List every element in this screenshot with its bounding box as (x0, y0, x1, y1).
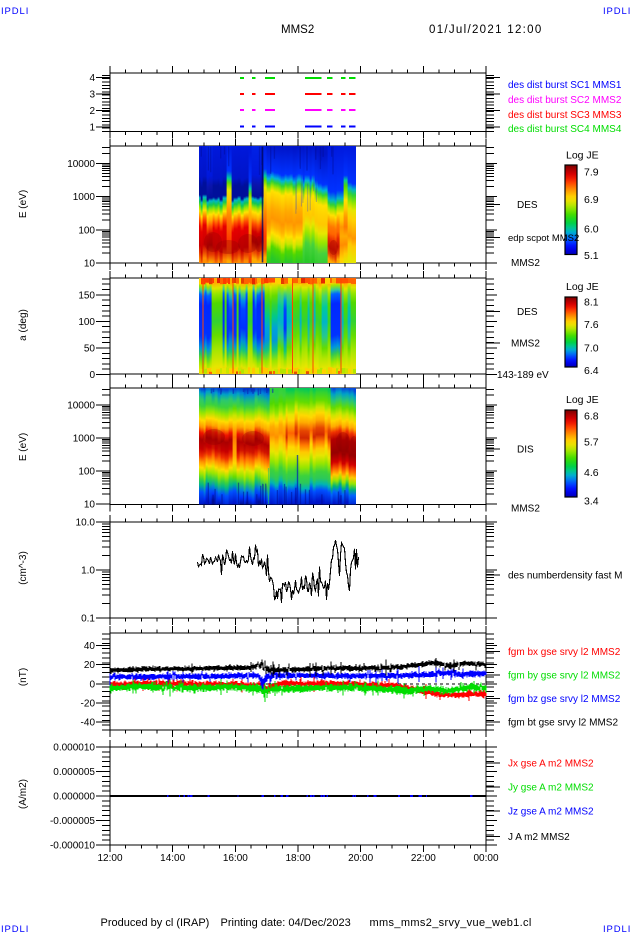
svg-text:10000: 10000 (67, 401, 95, 412)
svg-text:10: 10 (84, 259, 96, 270)
svg-text:(A/m2): (A/m2) (18, 779, 29, 809)
svg-text:7.6: 7.6 (584, 319, 599, 331)
svg-text:des dist burst SC4 MMS4: des dist burst SC4 MMS4 (508, 124, 622, 135)
svg-text:fgm bz gse srvy l2 MMS2: fgm bz gse srvy l2 MMS2 (508, 694, 621, 705)
svg-text:3.4: 3.4 (584, 496, 599, 508)
svg-text:40: 40 (84, 641, 96, 652)
svg-text:00:00: 00:00 (473, 853, 498, 864)
svg-text:IPDLI: IPDLI (603, 924, 630, 934)
svg-text:MMS2: MMS2 (511, 339, 540, 350)
svg-text:-20: -20 (81, 699, 96, 710)
svg-text:2: 2 (89, 106, 95, 117)
svg-text:Log JE: Log JE (566, 150, 599, 162)
svg-text:edp scpot MMS2: edp scpot MMS2 (508, 233, 579, 244)
svg-text:4: 4 (89, 73, 95, 84)
svg-text:Produced by cl (IRAP): Produced by cl (IRAP) (101, 917, 210, 929)
svg-text:6.9: 6.9 (584, 194, 599, 206)
svg-text:des dist burst SC3 MMS3: des dist burst SC3 MMS3 (508, 110, 622, 121)
svg-text:J A m2 MMS2: J A m2 MMS2 (508, 832, 570, 843)
svg-text:100: 100 (78, 225, 95, 236)
svg-text:8.1: 8.1 (584, 297, 599, 309)
svg-text:7.9: 7.9 (584, 167, 599, 179)
svg-text:20:00: 20:00 (348, 853, 373, 864)
svg-text:1: 1 (89, 123, 95, 134)
svg-text:1.0: 1.0 (81, 566, 95, 577)
svg-text:14:00: 14:00 (160, 853, 185, 864)
svg-text:100: 100 (78, 317, 95, 328)
svg-text:Log JE: Log JE (566, 394, 599, 406)
svg-text:des numberdensity fast M: des numberdensity fast M (508, 571, 623, 582)
svg-text:10000: 10000 (67, 159, 95, 170)
svg-text:des dist burst SC1 MMS1: des dist burst SC1 MMS1 (508, 80, 622, 91)
svg-text:6.0: 6.0 (584, 223, 599, 235)
svg-text:20: 20 (84, 660, 96, 671)
svg-text:0.000010: 0.000010 (53, 743, 95, 754)
svg-text:143-189 eV: 143-189 eV (497, 370, 549, 381)
svg-text:0: 0 (89, 370, 95, 381)
svg-text:fgm bx gse srvy l2 MMS2: fgm bx gse srvy l2 MMS2 (508, 647, 621, 658)
svg-text:01/Jul/2021 12:00: 01/Jul/2021 12:00 (429, 24, 543, 36)
svg-text:Printing date: 04/Dec/2023: Printing date: 04/Dec/2023 (221, 917, 351, 929)
svg-text:mms_mms2_srvy_vue_web1.cl: mms_mms2_srvy_vue_web1.cl (370, 917, 532, 929)
svg-text:MMS2: MMS2 (511, 258, 540, 269)
svg-text:(cm^-3): (cm^-3) (18, 551, 29, 585)
svg-text:IPDLI: IPDLI (1, 924, 29, 934)
svg-text:E (eV): E (eV) (18, 433, 29, 461)
svg-text:MMS2: MMS2 (281, 24, 314, 36)
svg-text:des dist burst SC2 MMS2: des dist burst SC2 MMS2 (508, 95, 622, 106)
svg-text:6.4: 6.4 (584, 365, 599, 377)
svg-text:Jy gse A m2 MMS2: Jy gse A m2 MMS2 (508, 783, 594, 794)
svg-text:5.7: 5.7 (584, 437, 599, 449)
svg-text:a (deg): a (deg) (18, 309, 29, 341)
svg-text:10.0: 10.0 (76, 518, 96, 529)
svg-text:0: 0 (89, 679, 95, 690)
svg-text:-0.000005: -0.000005 (50, 816, 95, 827)
svg-text:(nT): (nT) (18, 668, 29, 686)
svg-text:MMS2: MMS2 (511, 504, 540, 515)
svg-text:1000: 1000 (73, 192, 96, 203)
svg-text:0.1: 0.1 (81, 614, 95, 625)
svg-text:7.0: 7.0 (584, 343, 599, 355)
svg-text:DIS: DIS (517, 445, 534, 456)
svg-text:5.1: 5.1 (584, 250, 599, 262)
svg-text:0.000000: 0.000000 (53, 792, 95, 803)
svg-text:Jx gse A m2 MMS2: Jx gse A m2 MMS2 (508, 759, 594, 770)
svg-text:E (eV): E (eV) (18, 190, 29, 218)
svg-text:6.8: 6.8 (584, 411, 599, 423)
svg-text:fgm bt gse srvy l2 MMS2: fgm bt gse srvy l2 MMS2 (508, 718, 618, 729)
svg-text:12:00: 12:00 (97, 853, 122, 864)
svg-text:fgm by gse srvy l2 MMS2: fgm by gse srvy l2 MMS2 (508, 671, 621, 682)
svg-text:IPDLI: IPDLI (1, 6, 29, 17)
svg-text:Log JE: Log JE (566, 281, 599, 293)
svg-text:100: 100 (78, 467, 95, 478)
svg-text:-40: -40 (81, 718, 96, 729)
svg-text:16:00: 16:00 (223, 853, 248, 864)
svg-text:-0.000010: -0.000010 (50, 841, 95, 852)
svg-text:10: 10 (84, 500, 96, 511)
svg-text:4.6: 4.6 (584, 467, 599, 479)
svg-text:DES: DES (517, 200, 538, 211)
svg-text:3: 3 (89, 90, 95, 101)
svg-text:18:00: 18:00 (285, 853, 310, 864)
svg-text:0.000005: 0.000005 (53, 767, 95, 778)
svg-text:1000: 1000 (73, 434, 96, 445)
svg-text:50: 50 (84, 343, 96, 354)
svg-text:22:00: 22:00 (411, 853, 436, 864)
svg-text:Jz gse A m2 MMS2: Jz gse A m2 MMS2 (508, 807, 594, 818)
svg-text:IPDLI: IPDLI (603, 6, 630, 17)
svg-text:DES: DES (517, 307, 538, 318)
svg-text:150: 150 (78, 290, 95, 301)
